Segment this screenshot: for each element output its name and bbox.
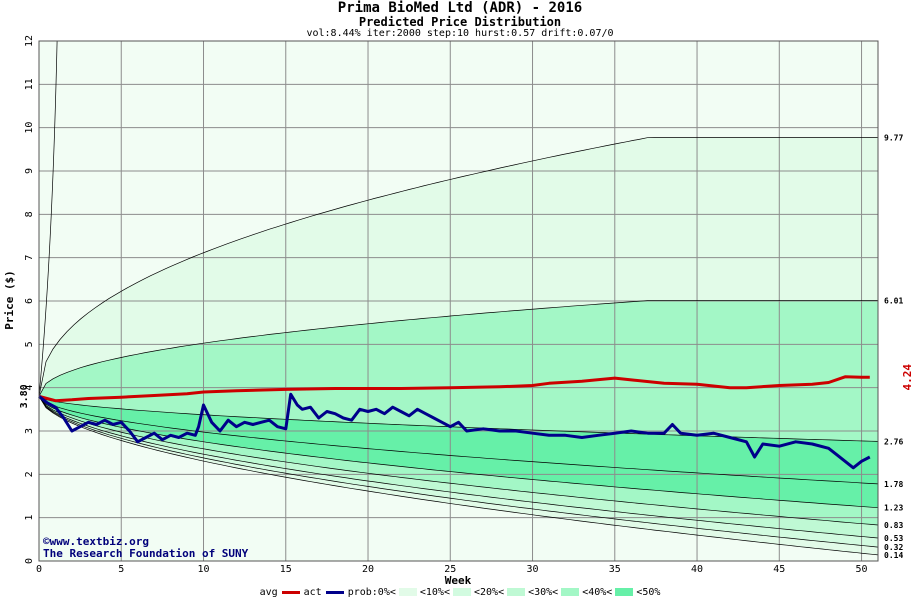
legend-act-line <box>325 590 344 594</box>
x-tick-label: 25 <box>444 564 456 575</box>
percentile-curve-upper-wedge <box>38 40 58 397</box>
x-tick-label: 5 <box>118 564 124 575</box>
y-tick-label: 6 <box>24 298 35 304</box>
right-label-6.01: 6.01 <box>884 297 903 306</box>
x-tick-label: 0 <box>36 564 42 575</box>
legend-swatch-50 <box>615 588 634 596</box>
x-tick-label: 45 <box>773 564 785 575</box>
percentile-curve-0.53 <box>38 396 879 539</box>
y-tick-label: 3 <box>24 428 35 434</box>
legend-swatch-40 <box>561 588 580 596</box>
series-line-avg <box>38 392 871 470</box>
x-tick-label: 35 <box>609 564 621 575</box>
chart-title: Prima BioMed Ltd (ADR) - 2016 <box>337 0 583 16</box>
legend-avg-label: avg <box>259 587 278 598</box>
percentile-curve-1.78 <box>38 396 879 485</box>
right-label-1.23: 1.23 <box>884 504 903 513</box>
right-label-0.14: 0.14 <box>884 551 903 560</box>
right-label-0.83: 0.83 <box>884 521 903 530</box>
x-tick-label: 30 <box>527 564 539 575</box>
y-tick-label: 11 <box>24 78 35 90</box>
y-tick-label: 5 <box>24 341 35 347</box>
legend: avg act prob:0%< <10%< <20%< <30%< <40%< <50% <box>0 587 920 600</box>
y-tick-label: 8 <box>24 211 35 217</box>
legend-p50-label: <50% <box>636 587 661 598</box>
y-tick-label: 1 <box>24 515 35 521</box>
y-axis-label: Price ($) <box>3 270 16 330</box>
percentile-curve-0.32 <box>38 396 879 548</box>
x-axis-label: Week <box>445 574 472 587</box>
chart-params: vol:8.44% iter:2000 step:10 hurst:0.57 d… <box>306 28 614 39</box>
x-tick-label: 50 <box>856 564 868 575</box>
y-tick-label: 9 <box>24 168 35 174</box>
x-tick-label: 15 <box>280 564 292 575</box>
legend-swatch-10 <box>398 588 417 596</box>
y-tick-label: 7 <box>24 255 35 261</box>
legend-prob-label: prob:0%< <box>347 587 396 598</box>
percentile-curve-0.14 <box>38 396 879 556</box>
percentile-curve-2.76 <box>38 395 879 442</box>
x-tick-label: 20 <box>362 564 374 575</box>
y-tick-label: 2 <box>24 471 35 477</box>
right-label-0.53: 0.53 <box>884 534 903 543</box>
percentile-curve-6.01 <box>38 300 878 397</box>
legend-act-label: act <box>303 587 322 598</box>
right-label-1.78: 1.78 <box>884 480 903 489</box>
y-tick-label: 12 <box>24 35 35 47</box>
y-tick-label: 10 <box>24 122 35 134</box>
right-label-0.32: 0.32 <box>884 543 903 552</box>
legend-p30-label: <30%< <box>528 587 559 598</box>
start-price-label: 3.80 <box>19 384 30 408</box>
percentile-curve-9.77 <box>38 137 878 397</box>
watermark-org: The Research Foundation of SUNY <box>43 547 249 560</box>
right-label-2.76: 2.76 <box>884 437 903 446</box>
series-line-act <box>38 375 870 403</box>
legend-p40-label: <40%< <box>582 587 613 598</box>
percentile-curve-0.83 <box>38 396 879 526</box>
y-tick-label: 0 <box>24 558 35 564</box>
chart-subtitle: Predicted Price Distribution <box>358 15 562 29</box>
legend-swatch-30 <box>507 588 526 596</box>
x-tick-label: 40 <box>691 564 703 575</box>
watermark-url: ©www.textbiz.org <box>43 535 149 548</box>
legend-swatch-20 <box>452 588 471 596</box>
right-label-9.77: 9.77 <box>884 134 903 143</box>
actual-price-label: 4.24 <box>901 364 914 391</box>
legend-avg-line <box>281 590 300 594</box>
plot-frame <box>38 40 879 562</box>
y-tick-label: 4 <box>24 385 35 391</box>
legend-p10-label: <10%< <box>419 587 450 598</box>
x-tick-label: 10 <box>197 564 209 575</box>
legend-p20-label: <20%< <box>473 587 505 598</box>
